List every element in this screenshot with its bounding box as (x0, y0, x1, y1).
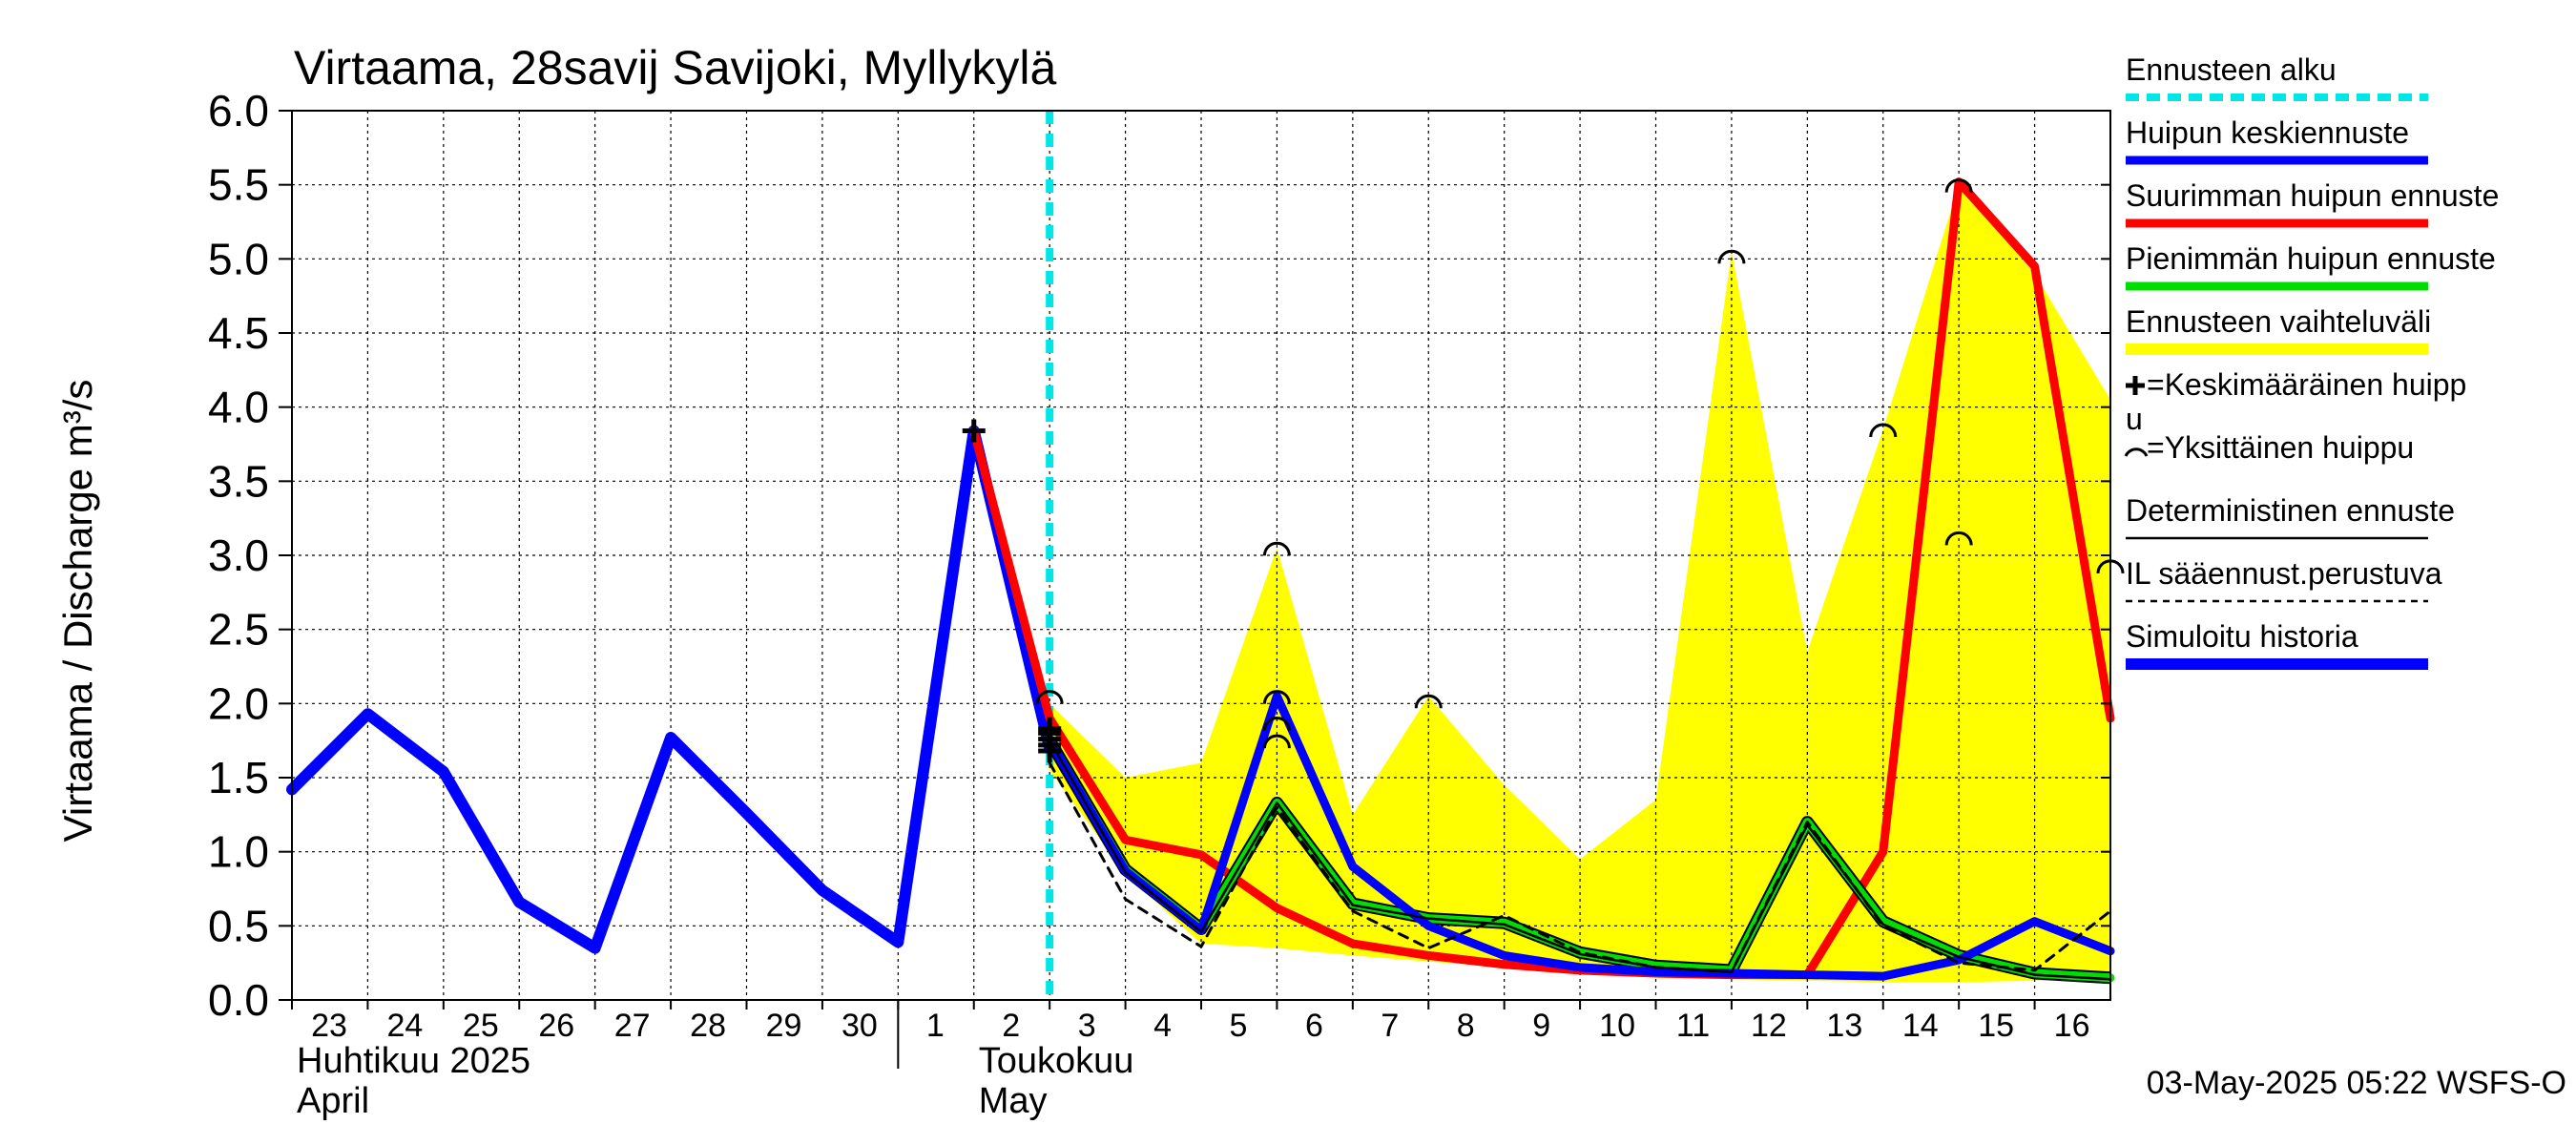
individual-peak-marker (1262, 541, 1291, 556)
peak-marker-layer (962, 178, 2125, 763)
individual-peak-marker (1035, 690, 1064, 704)
y-tick-label: 5.0 (208, 234, 269, 283)
y-axis-label: Virtaama / Discharge m³/s (55, 380, 100, 843)
y-tick-label: 2.5 (208, 605, 269, 655)
legend-label: Ennusteen vaihteluväli (2126, 304, 2431, 339)
legend-label-continued: u (2126, 402, 2143, 436)
x-tick-label: 25 (463, 1008, 499, 1044)
mean-peak-marker (1038, 739, 1062, 763)
y-tick-label: 3.0 (208, 531, 269, 580)
y-tick-label: 4.5 (208, 308, 269, 358)
individual-peak-marker (1262, 734, 1291, 749)
series-layer (286, 111, 2115, 1000)
individual-peak-marker (1262, 717, 1291, 731)
legend-label: =Keskimääräinen huipp (2147, 367, 2466, 402)
timestamp-footer: 03-May-2025 05:22 WSFS-O (2147, 1065, 2566, 1101)
x-tick-label: 7 (1381, 1008, 1399, 1044)
series-line-il-s-ennust-perustuva (1048, 760, 2112, 973)
legend-label: Suurimman huipun ennuste (2126, 178, 2499, 213)
individual-peak-marker (1717, 249, 1746, 264)
legend-marker-individual-peak (2124, 448, 2149, 457)
x-tick-label: 1 (926, 1008, 945, 1044)
x-tick-label: 29 (766, 1008, 802, 1044)
legend-label: Pienimmän huipun ennuste (2126, 241, 2496, 276)
y-tick-label: 2.0 (208, 678, 269, 728)
x-tick-label: 26 (538, 1008, 574, 1044)
x-tick-label: 15 (1978, 1008, 2014, 1044)
series-line-suurimman-huipun-ennuste (969, 177, 2115, 980)
axis-layer: 0.0 0.5 1.0 1.5 2.0 2.5 3.0 3.5 4.0 4.5 5.0 5.5 6.0 2… (208, 86, 2111, 1121)
legend-label: Huipun keskiennuste (2126, 115, 2409, 150)
series-line-deterministinen-ennuste (1048, 739, 2112, 981)
legend: Ennusteen alku Huipun keskiennuste Suurimm… (2124, 52, 2499, 670)
x-tick-label: 6 (1305, 1008, 1323, 1044)
y-tick-label: 3.5 (208, 456, 269, 506)
legend-marker-mean-peak (2126, 376, 2145, 395)
individual-peak-marker (1944, 178, 1973, 193)
x-tick-label: 4 (1153, 1008, 1172, 1044)
x-tick-label: 27 (614, 1008, 651, 1044)
legend-label: Ennusteen alku (2126, 52, 2337, 87)
individual-peak-marker (1414, 694, 1443, 709)
x-tick-label: 28 (690, 1008, 726, 1044)
grid-layer (292, 111, 2110, 1000)
x-tick-label: 2 (1002, 1008, 1020, 1044)
legend-label: Simuloitu historia (2126, 619, 2358, 654)
individual-peak-marker (1869, 423, 1898, 438)
y-tick-label: 6.0 (208, 86, 269, 135)
y-tick-label: 1.5 (208, 753, 269, 802)
x-tick-label: 14 (1902, 1008, 1939, 1044)
x-tick-label: 11 (1676, 1008, 1710, 1044)
x-tick-label: 10 (1599, 1008, 1635, 1044)
x-tick-label: 12 (1751, 1008, 1787, 1044)
legend-label: =Yksittäinen huippu (2147, 430, 2414, 465)
mean-peak-marker (962, 419, 986, 443)
legend-label: Deterministinen ennuste (2126, 493, 2455, 528)
x-tick-label: 24 (387, 1008, 424, 1044)
x-tick-label: 23 (311, 1008, 347, 1044)
x-tick-label: 3 (1078, 1008, 1096, 1044)
legend-label: IL sääennust.perustuva (2126, 556, 2442, 591)
x-tick-label: 9 (1532, 1008, 1550, 1044)
x-tick-label: 30 (841, 1008, 878, 1044)
y-tick-label: 5.5 (208, 160, 269, 210)
x-tick-label: 13 (1826, 1008, 1862, 1044)
x-tick-label: 8 (1457, 1008, 1475, 1044)
individual-peak-marker (1262, 690, 1291, 704)
individual-peak-marker (1944, 531, 1973, 546)
y-tick-label: 0.0 (208, 975, 269, 1025)
y-tick-label: 4.0 (208, 383, 269, 432)
month-label-en: April (297, 1081, 369, 1121)
y-tick-label: 0.5 (208, 901, 269, 950)
x-tick-label: 5 (1230, 1008, 1248, 1044)
x-tick-label: 16 (2054, 1008, 2090, 1044)
y-tick-label: 1.0 (208, 827, 269, 877)
month-label-fi: Toukokuu (979, 1041, 1134, 1081)
series-line-simuloitu-historia (286, 425, 1056, 954)
series-line-huipun-keskiennuste (1045, 692, 2115, 981)
month-label-fi: Huhtikuu 2025 (297, 1041, 530, 1081)
month-label-en: May (979, 1081, 1048, 1121)
chart-title: Virtaama, 28savij Savijoki, Myllykylä (294, 41, 1057, 94)
